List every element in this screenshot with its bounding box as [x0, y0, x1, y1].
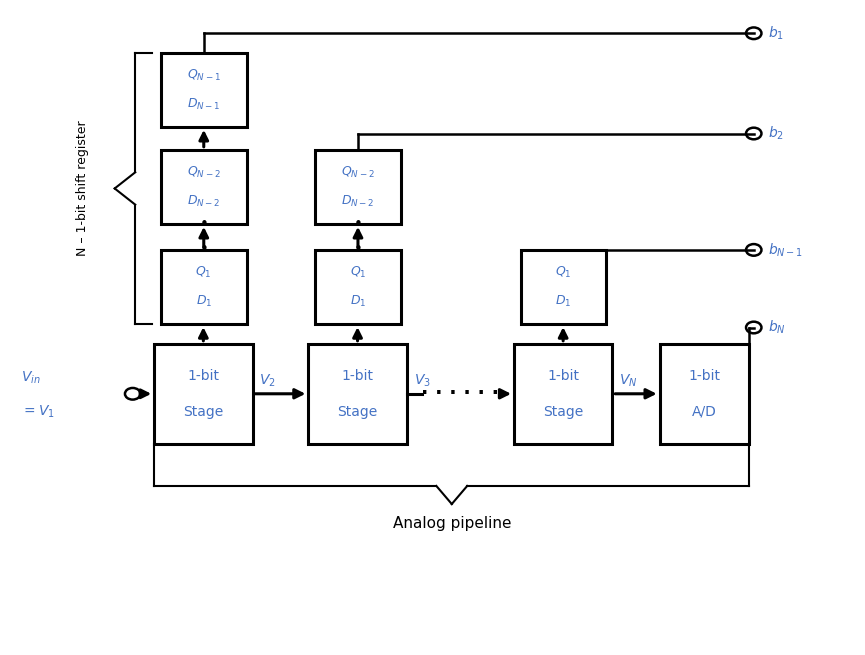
Bar — [161, 250, 247, 324]
Text: Stage: Stage — [337, 405, 378, 419]
Text: $V_2$: $V_2$ — [260, 373, 276, 389]
Text: $V_N$: $V_N$ — [619, 373, 638, 389]
Text: $D_{N-1}$: $D_{N-1}$ — [187, 96, 221, 111]
Text: $D_{N-2}$: $D_{N-2}$ — [187, 193, 221, 209]
Text: $= V_1$: $= V_1$ — [22, 403, 55, 420]
Bar — [161, 149, 247, 224]
Text: 1-bit: 1-bit — [342, 369, 374, 383]
Text: $b_N$: $b_N$ — [768, 319, 786, 336]
Text: $Q_{N-2}$: $Q_{N-2}$ — [187, 165, 221, 180]
Text: $D_1$: $D_1$ — [349, 293, 366, 309]
Bar — [161, 52, 247, 127]
Bar — [308, 344, 407, 444]
Text: •
•
•: • • • — [354, 217, 362, 257]
Bar — [521, 250, 606, 324]
Bar — [154, 344, 253, 444]
Text: A/D: A/D — [692, 405, 717, 419]
Bar — [315, 149, 400, 224]
Text: Stage: Stage — [543, 405, 583, 419]
Text: $b_{N-1}$: $b_{N-1}$ — [768, 241, 804, 259]
Text: $Q_{N-1}$: $Q_{N-1}$ — [187, 68, 221, 83]
Text: •
•
•: • • • — [199, 217, 208, 257]
Text: $D_1$: $D_1$ — [555, 293, 572, 309]
Text: Analog pipeline: Analog pipeline — [393, 515, 511, 531]
Bar — [514, 344, 612, 444]
Text: $D_1$: $D_1$ — [195, 293, 212, 309]
Text: · · · · · ·: · · · · · · — [421, 384, 499, 403]
Text: $b_1$: $b_1$ — [768, 25, 785, 42]
Text: N – 1-bit shift register: N – 1-bit shift register — [75, 121, 88, 256]
Bar — [315, 250, 400, 324]
Text: $Q_1$: $Q_1$ — [555, 265, 572, 280]
Text: Stage: Stage — [183, 405, 223, 419]
Text: $Q_1$: $Q_1$ — [349, 265, 366, 280]
Bar — [659, 344, 749, 444]
Text: 1-bit: 1-bit — [188, 369, 220, 383]
Text: $Q_{N-2}$: $Q_{N-2}$ — [341, 165, 375, 180]
Text: $Q_1$: $Q_1$ — [195, 265, 212, 280]
Text: $V_3$: $V_3$ — [413, 373, 431, 389]
Text: 1-bit: 1-bit — [548, 369, 580, 383]
Text: $V_{in}$: $V_{in}$ — [22, 369, 41, 386]
Text: $b_2$: $b_2$ — [768, 125, 785, 142]
Text: 1-bit: 1-bit — [689, 369, 721, 383]
Text: $D_{N-2}$: $D_{N-2}$ — [341, 193, 375, 209]
